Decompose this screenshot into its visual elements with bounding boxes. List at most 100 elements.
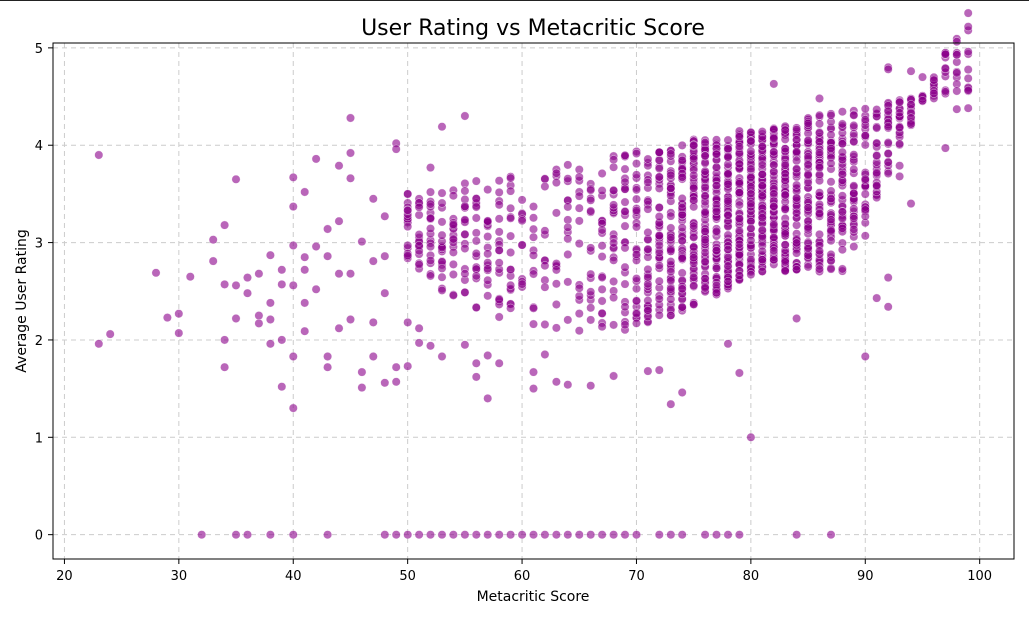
data-point [712, 149, 721, 159]
y-tick-label: 3 [35, 237, 43, 252]
data-point [632, 530, 641, 540]
data-point [277, 335, 287, 345]
data-point [323, 251, 333, 261]
data-point [426, 341, 435, 351]
data-point [826, 194, 836, 204]
data-point [471, 372, 481, 382]
data-point [700, 235, 710, 245]
data-point [288, 172, 298, 182]
data-point [677, 194, 687, 203]
data-point [529, 269, 538, 279]
data-point [826, 177, 836, 187]
data-point [334, 323, 344, 333]
data-point [815, 119, 824, 129]
data-point [677, 268, 687, 278]
data-point [437, 530, 447, 540]
data-point [597, 186, 607, 196]
data-point [826, 130, 836, 140]
data-point [494, 245, 504, 255]
data-point [712, 288, 721, 298]
y-tick-label: 2 [35, 334, 43, 349]
data-point [506, 280, 516, 290]
data-point [220, 220, 230, 230]
data-point [689, 232, 699, 242]
data-point [700, 274, 710, 284]
data-point [551, 530, 561, 540]
data-point [288, 352, 298, 361]
data-point [860, 352, 870, 361]
data-point [563, 277, 573, 287]
data-point [311, 242, 321, 251]
data-point [734, 179, 744, 188]
data-point [780, 160, 790, 170]
data-point [769, 147, 779, 157]
data-point [563, 222, 573, 232]
data-point [860, 205, 870, 215]
data-point [643, 204, 653, 214]
data-point [460, 244, 470, 253]
data-point [769, 79, 779, 89]
data-point [815, 137, 824, 147]
data-point [723, 169, 733, 179]
data-point [609, 255, 619, 265]
data-point [906, 100, 916, 110]
data-point [448, 530, 458, 540]
data-point [734, 214, 744, 223]
data-point [426, 242, 435, 252]
data-point [632, 274, 641, 284]
data-point [837, 107, 847, 117]
data-point [666, 183, 676, 193]
data-point [666, 257, 676, 267]
data-point [574, 326, 584, 336]
data-point [574, 283, 584, 293]
data-point [883, 302, 893, 312]
data-point [952, 50, 962, 60]
data-point [677, 284, 687, 294]
data-point [414, 241, 424, 251]
data-point [494, 187, 504, 197]
data-point [437, 188, 447, 198]
data-point [963, 65, 973, 75]
data-point [849, 150, 859, 160]
data-point [723, 196, 733, 206]
data-point [700, 530, 710, 540]
data-point [609, 185, 619, 195]
data-point [918, 72, 927, 82]
data-point [757, 225, 767, 235]
data-point [849, 121, 859, 130]
data-point [483, 275, 493, 285]
data-point [677, 388, 687, 397]
data-point [265, 315, 275, 324]
data-point [346, 315, 355, 324]
data-point [529, 367, 538, 377]
data-point [780, 229, 790, 239]
data-point [837, 147, 847, 157]
data-point [563, 250, 573, 259]
data-point [666, 149, 676, 159]
data-point [506, 248, 516, 257]
data-point [963, 22, 973, 32]
data-point [609, 238, 619, 248]
data-point [597, 308, 607, 318]
data-point [860, 104, 870, 114]
data-point [483, 264, 493, 274]
data-point [872, 105, 882, 115]
data-point [94, 150, 104, 160]
data-point [471, 530, 481, 540]
data-point [746, 270, 756, 280]
data-point [952, 104, 962, 114]
data-point [448, 247, 458, 257]
data-point [723, 261, 733, 271]
plot-frame [52, 42, 1015, 560]
data-point [643, 154, 653, 164]
data-point [837, 139, 847, 149]
data-point [712, 245, 721, 255]
data-point [689, 253, 699, 263]
data-point [151, 268, 161, 278]
data-point [265, 339, 275, 349]
data-point [757, 160, 767, 170]
data-point [609, 162, 619, 172]
data-point [895, 97, 905, 107]
data-point [654, 212, 664, 222]
data-point [323, 352, 333, 361]
